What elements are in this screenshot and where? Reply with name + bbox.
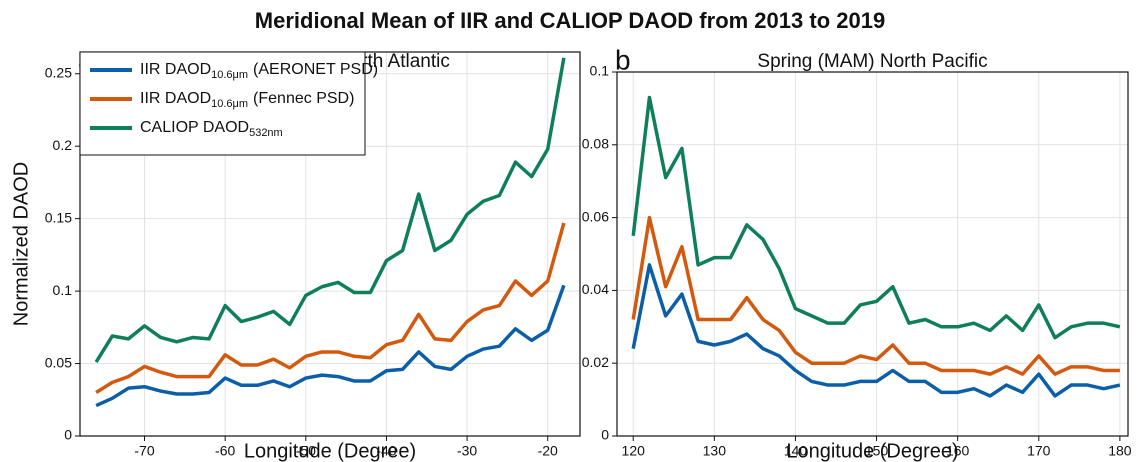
data-line [95, 284, 566, 408]
y-tick-label: 0.1 [53, 282, 73, 298]
data-line [631, 263, 1121, 398]
legend-name: CALIOP DAOD [140, 119, 249, 136]
x-tick-label: 180 [1108, 443, 1132, 459]
x-tick-label: -20 [538, 443, 558, 459]
y-tick-label: 0.08 [582, 136, 609, 152]
legend-suffix: (AERONET PSD) [253, 61, 378, 78]
data-line [95, 222, 566, 395]
x-tick-label: 120 [622, 443, 646, 459]
legend-subscript: 10.6μm [211, 69, 248, 81]
data-line [631, 215, 1120, 376]
y-tick-label: 0.04 [582, 281, 609, 297]
x-tick-label: -70 [134, 443, 154, 459]
x-tick-label: 150 [865, 443, 889, 459]
y-tick-label: 0 [601, 427, 609, 443]
legend-name: IIR DAOD [140, 90, 211, 107]
y-tick-label: 0.15 [45, 209, 72, 225]
x-tick-label: 140 [784, 443, 808, 459]
y-tick-label: 0.06 [582, 208, 609, 224]
x-tick-label: -30 [457, 443, 477, 459]
x-tick-label: 170 [1027, 443, 1051, 459]
data-line [631, 95, 1121, 340]
plot-frame [616, 71, 1129, 437]
y-tick-label: 0.2 [53, 137, 73, 153]
y-tick-label: 0.02 [582, 354, 609, 370]
panel-label: b [615, 44, 631, 75]
legend-name: IIR DAOD [140, 61, 211, 78]
panel-title: Spring (MAM) North Pacific [757, 51, 987, 72]
x-tick-label: 130 [703, 443, 727, 459]
legend-suffix: (Fennec PSD) [253, 90, 354, 107]
x-tick-label: -50 [296, 443, 316, 459]
x-tick-label: -40 [376, 443, 396, 459]
x-axis-label: Longitude (Degree) [244, 440, 416, 462]
y-tick-label: 0.25 [45, 64, 72, 80]
legend-label: IIR DAOD10.6μm (AERONET PSD) [140, 61, 378, 81]
x-axis-label: Longitude (Degree) [786, 440, 958, 462]
y-tick-label: 0.1 [590, 63, 610, 79]
x-tick-label: -60 [215, 443, 235, 459]
y-axis-label: Normalized DAOD [10, 162, 32, 326]
figure-title: Meridional Mean of IIR and CALIOP DAOD f… [255, 8, 885, 33]
legend-label: IIR DAOD10.6μm (Fennec PSD) [140, 90, 354, 110]
y-tick-label: 0 [64, 427, 72, 443]
data-line [94, 57, 566, 364]
legend-label: CALIOP DAOD532nm [140, 119, 283, 139]
legend-subscript: 10.6μm [211, 98, 248, 110]
y-tick-label: 0.05 [45, 354, 72, 370]
legend-subscript: 532nm [249, 127, 283, 139]
x-tick-label: 160 [946, 443, 970, 459]
